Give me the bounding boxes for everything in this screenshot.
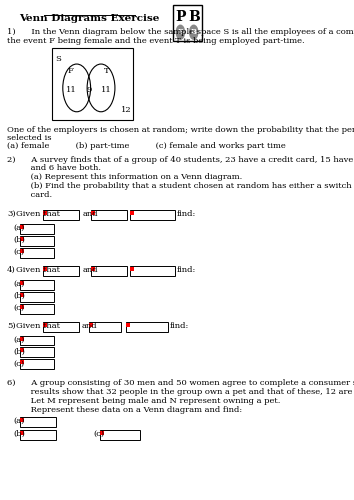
Bar xyxy=(173,6,202,41)
Bar xyxy=(20,360,53,370)
Text: (a): (a) xyxy=(13,280,24,288)
Bar xyxy=(130,210,175,220)
Text: (b): (b) xyxy=(13,236,25,244)
Text: 4): 4) xyxy=(7,266,16,274)
Bar xyxy=(20,236,53,246)
Bar xyxy=(20,336,53,345)
Text: 1)      In the Venn diagram below the sample space S is all the employees of a c: 1) In the Venn diagram below the sample … xyxy=(7,28,354,36)
Text: 11: 11 xyxy=(65,86,76,94)
Text: P: P xyxy=(175,10,185,24)
Text: and 6 have both.: and 6 have both. xyxy=(7,164,101,172)
Bar xyxy=(20,248,53,258)
Bar xyxy=(20,292,53,302)
Circle shape xyxy=(176,26,184,39)
Bar xyxy=(20,304,53,314)
Text: and: and xyxy=(82,210,98,218)
Text: Given that: Given that xyxy=(16,266,60,274)
Text: T: T xyxy=(104,67,110,75)
Text: 2)      A survey finds that of a group of 40 students, 23 have a credit card, 15: 2) A survey finds that of a group of 40 … xyxy=(7,156,354,164)
Bar xyxy=(130,266,175,276)
Text: (a): (a) xyxy=(13,224,24,232)
Text: B: B xyxy=(188,10,200,24)
Text: F: F xyxy=(68,67,74,75)
Text: (a): (a) xyxy=(13,336,24,344)
Bar xyxy=(100,430,141,440)
Text: S: S xyxy=(55,55,61,63)
Bar xyxy=(126,322,168,332)
Text: find:: find: xyxy=(169,322,189,330)
Bar xyxy=(20,430,56,440)
Text: (c): (c) xyxy=(93,430,104,438)
Text: (b): (b) xyxy=(13,430,25,438)
Bar xyxy=(43,210,79,220)
Bar xyxy=(43,266,79,276)
Text: Given that: Given that xyxy=(16,322,60,330)
Text: B: B xyxy=(177,28,183,36)
Text: 11: 11 xyxy=(102,86,112,94)
Bar xyxy=(20,417,56,427)
Text: Venn Diagrams Exercise: Venn Diagrams Exercise xyxy=(19,14,160,24)
Text: and: and xyxy=(81,322,97,330)
Bar xyxy=(43,322,79,332)
Text: B: B xyxy=(191,28,197,36)
Text: find:: find: xyxy=(177,266,196,274)
Circle shape xyxy=(190,26,198,39)
Text: find:: find: xyxy=(177,210,196,218)
Text: the event F being female and the event T is being employed part-time.: the event F being female and the event T… xyxy=(7,37,305,45)
Text: Given that: Given that xyxy=(16,210,60,218)
Text: (a) Represent this information on a Venn diagram.: (a) Represent this information on a Venn… xyxy=(7,174,242,182)
Text: (b): (b) xyxy=(13,292,25,300)
Text: (c): (c) xyxy=(13,304,24,312)
Bar xyxy=(91,266,127,276)
Text: (b): (b) xyxy=(13,348,25,356)
Text: (b) Find the probability that a student chosen at random has either a switch car: (b) Find the probability that a student … xyxy=(7,182,354,190)
Bar xyxy=(20,280,53,290)
Bar xyxy=(90,322,121,332)
Text: (a): (a) xyxy=(13,417,24,425)
Bar xyxy=(91,210,127,220)
Text: results show that 32 people in the group own a pet and that of these, 12 are men: results show that 32 people in the group… xyxy=(7,388,354,396)
Bar xyxy=(20,348,53,358)
Text: 9: 9 xyxy=(86,86,92,94)
Text: and: and xyxy=(82,266,98,274)
Text: 5): 5) xyxy=(7,322,16,330)
Bar xyxy=(20,224,53,234)
Text: 12: 12 xyxy=(121,106,132,114)
Text: Let M represent being male and N represent owning a pet.: Let M represent being male and N represe… xyxy=(7,397,281,405)
Text: (a) female          (b) part-time          (c) female and works part time: (a) female (b) part-time (c) female and … xyxy=(7,142,286,150)
Text: (c): (c) xyxy=(13,248,24,256)
Text: 3): 3) xyxy=(7,210,16,218)
Text: One of the employers is chosen at random; write down the probability that the pe: One of the employers is chosen at random… xyxy=(7,126,354,134)
Text: (c): (c) xyxy=(13,360,24,368)
Text: Represent these data on a Venn diagram and find:: Represent these data on a Venn diagram a… xyxy=(7,406,242,414)
Text: 6)      A group consisting of 30 men and 50 women agree to complete a consumer s: 6) A group consisting of 30 men and 50 w… xyxy=(7,380,354,388)
Bar xyxy=(52,48,133,120)
Text: card.: card. xyxy=(7,192,52,200)
Text: selected is: selected is xyxy=(7,134,52,141)
